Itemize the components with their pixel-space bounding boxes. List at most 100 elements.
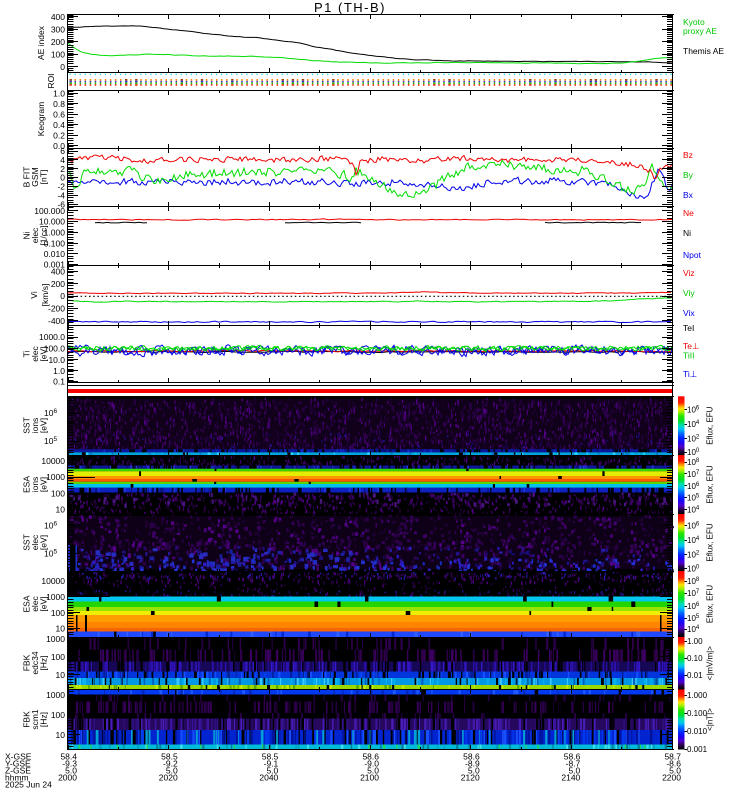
svg-text:0.4: 0.4 [53,120,65,130]
svg-text:By: By [683,170,694,180]
svg-text:-9.0: -9.0 [364,759,379,769]
svg-text:Eflux, EFU: Eflux, EFU [706,523,715,561]
svg-text:10: 10 [56,670,66,680]
svg-text:100: 100 [51,608,65,618]
svg-text:[eV]: [eV] [39,477,49,492]
svg-text:[nT]: [nT] [39,170,49,185]
svg-text:10000: 10000 [41,576,65,586]
svg-text:Ne: Ne [683,208,694,218]
svg-text:0.2: 0.2 [53,131,65,141]
svg-text:0.010: 0.010 [687,727,708,736]
svg-text:100: 100 [687,448,700,457]
svg-text:200: 200 [51,279,65,289]
svg-text:Vi: Vi [29,291,39,299]
svg-text:0.100: 0.100 [44,238,66,248]
svg-text:Eflux, EFU: Eflux, EFU [706,465,715,503]
svg-text:100.0: 100.0 [44,344,66,354]
svg-text:400: 400 [51,12,65,22]
svg-text:104: 104 [687,420,700,429]
svg-text:1.0: 1.0 [53,89,65,99]
svg-text:Npot: Npot [683,250,702,260]
svg-text:-8.9: -8.9 [465,759,480,769]
svg-text:10: 10 [56,624,66,634]
svg-text:Keogram: Keogram [36,102,46,137]
svg-text:106: 106 [687,482,700,491]
svg-text:102: 102 [687,435,700,444]
svg-text:elec: elec [30,595,40,611]
svg-text:-8.7: -8.7 [566,759,581,769]
svg-text:proxy AE: proxy AE [683,26,717,36]
svg-text:X-GSE: X-GSE [5,752,32,762]
svg-text:ESA: ESA [22,476,32,493]
svg-text:[eV]: [eV] [39,346,49,361]
svg-text:Z-GSE: Z-GSE [5,766,31,776]
svg-text:-400: -400 [48,316,65,326]
svg-text:B FIT: B FIT [22,167,32,188]
svg-text:5.0: 5.0 [367,766,379,776]
svg-text:106: 106 [44,521,57,531]
svg-text:ROI: ROI [46,73,56,88]
svg-text:-8.6: -8.6 [666,759,681,769]
svg-text:58.7: 58.7 [664,752,681,762]
svg-text:<|mV/m|>: <|mV/m|> [705,646,714,681]
svg-text:300: 300 [51,25,65,35]
svg-text:Bz: Bz [683,150,693,160]
svg-text:10: 10 [56,505,66,515]
svg-text:106: 106 [44,408,57,418]
svg-text:10: 10 [56,730,66,740]
svg-text:Eflux, EFU: Eflux, EFU [706,585,715,623]
svg-text:106: 106 [687,406,700,415]
svg-text:Ti: Ti [22,351,32,358]
svg-text:2020: 2020 [159,773,178,783]
svg-text:hhmm: hhmm [5,773,29,783]
svg-text:Ni: Ni [22,231,32,239]
svg-text:106: 106 [687,522,700,531]
svg-text:Viy: Viy [683,288,695,298]
svg-text:1000: 1000 [46,592,65,602]
svg-text:ESA: ESA [22,595,32,612]
svg-text:6: 6 [60,146,65,156]
svg-text:108: 108 [687,577,700,586]
svg-text:TiII: TiII [683,351,695,361]
svg-text:elec: elec [30,345,40,361]
svg-text:1.000: 1.000 [687,691,708,700]
svg-text:1000: 1000 [46,690,65,700]
svg-text:[1/cc]: [1/cc] [39,225,49,245]
svg-text:2100: 2100 [360,773,379,783]
svg-text:1.000: 1.000 [44,228,66,238]
svg-text:1000: 1000 [46,472,65,482]
svg-text:58.6: 58.6 [564,752,581,762]
svg-text:Te⊥: Te⊥ [683,341,700,351]
svg-text:0.10: 0.10 [687,654,703,663]
svg-text:-9.2: -9.2 [163,759,178,769]
svg-text:1.00: 1.00 [687,637,703,646]
svg-text:-2: -2 [57,182,65,192]
svg-text:106: 106 [687,602,700,611]
svg-text:104: 104 [687,505,700,514]
svg-text:ions: ions [30,418,40,434]
svg-text:Kyoto: Kyoto [683,17,705,27]
svg-text:200: 200 [51,37,65,47]
svg-text:0: 0 [60,173,65,183]
svg-text:0.0: 0.0 [53,141,65,151]
svg-text:Themis AE: Themis AE [683,46,724,56]
svg-text:5.0: 5.0 [568,766,580,776]
svg-text:-4: -4 [57,191,65,201]
svg-text:elec: elec [30,534,40,550]
svg-text:[Hz]: [Hz] [39,712,49,727]
svg-text:0.001: 0.001 [44,260,66,270]
svg-text:TeI: TeI [683,323,694,333]
svg-text:105: 105 [687,614,700,623]
svg-text:Vix: Vix [683,308,695,318]
svg-text:100: 100 [51,50,65,60]
svg-text:5.0: 5.0 [166,766,178,776]
svg-text:[eV]: [eV] [39,596,49,611]
svg-text:58.6: 58.6 [362,752,379,762]
svg-text:0.8: 0.8 [53,99,65,109]
svg-text:100: 100 [51,652,65,662]
svg-text:-6: -6 [57,199,65,209]
svg-text:AE index: AE index [36,25,46,60]
svg-text:0.001: 0.001 [687,745,708,754]
svg-text:104: 104 [687,536,700,545]
svg-text:Y-GSE: Y-GSE [5,759,31,769]
